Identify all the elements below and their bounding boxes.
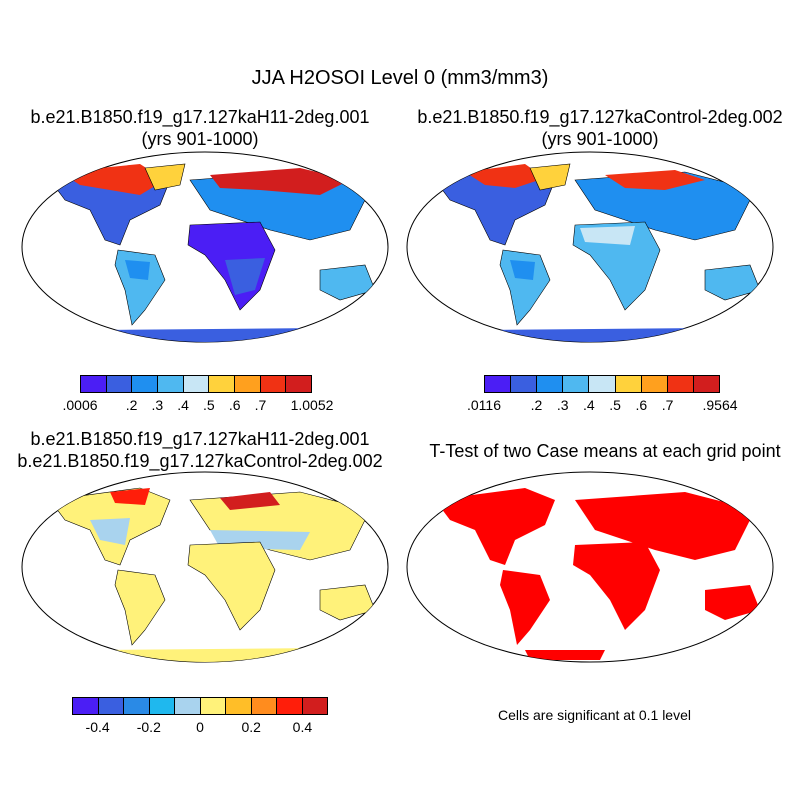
colorbar-swatch xyxy=(132,376,159,392)
colorbar-case2 xyxy=(484,375,720,393)
colorbar-swatch xyxy=(226,698,252,714)
map-panel-case2 xyxy=(406,151,774,343)
colorbar-tick-label: .5 xyxy=(609,397,621,413)
map-panel-case1 xyxy=(21,151,389,343)
panel3-title-line2: b.e21.B1850.f19_g17.127kaControl-2deg.00… xyxy=(17,451,383,471)
colorbar-swatch xyxy=(73,698,99,714)
colorbar-tick-label: .4 xyxy=(177,397,189,413)
colorbar-swatch xyxy=(485,376,512,392)
colorbar-tick-label: .6 xyxy=(228,397,241,413)
colorbar-tick-label: .0006 xyxy=(62,397,98,413)
panel1-title-line2: (yrs 901-1000) xyxy=(141,129,259,149)
colorbar-swatch xyxy=(511,376,538,392)
colorbar-swatch xyxy=(277,698,303,714)
colorbar-tick-label: .9564 xyxy=(702,397,738,413)
colorbar-tick-label: .2 xyxy=(530,397,543,413)
colorbar-tick-label: .3 xyxy=(556,397,569,413)
figure-title: JJA H2OSOI Level 0 (mm3/mm3) xyxy=(251,67,549,89)
colorbar-swatch xyxy=(286,376,312,392)
colorbar-swatch xyxy=(537,376,564,392)
colorbar-swatch xyxy=(563,376,590,392)
colorbar-swatch xyxy=(667,376,694,392)
colorbar-swatch xyxy=(183,376,210,392)
panel1-title-line1: b.e21.B1850.f19_g17.127kaH11-2deg.001 xyxy=(30,107,370,127)
colorbar-swatch xyxy=(98,698,124,714)
colorbar-swatch xyxy=(260,376,287,392)
colorbar-tick-label: 0.4 xyxy=(292,719,313,735)
panel3-title-line1: b.e21.B1850.f19_g17.127kaH11-2deg.001 xyxy=(30,429,370,449)
colorbar-tick-label: .7 xyxy=(254,397,267,413)
colorbar-swatch xyxy=(149,698,175,714)
colorbar-tick-label: 1.0052 xyxy=(290,397,334,413)
colorbar-swatch xyxy=(81,376,107,392)
land-cells xyxy=(435,488,760,660)
significance-note: Cells are significant at 0.1 level xyxy=(498,707,691,723)
colorbar-swatch xyxy=(235,376,261,392)
colorbar-tick-label: .5 xyxy=(203,397,215,413)
land-cells xyxy=(434,163,761,342)
colorbar-swatch xyxy=(209,376,236,392)
colorbar-swatch xyxy=(106,376,133,392)
colorbar-swatch xyxy=(589,376,616,392)
map-panel-difference xyxy=(21,471,389,663)
colorbar-tick-label: -0.4 xyxy=(85,719,110,735)
colorbar-swatch xyxy=(251,698,277,714)
colorbar-difference xyxy=(72,697,328,715)
colorbar-tick-label: .6 xyxy=(635,397,648,413)
colorbar-tick-label: .7 xyxy=(661,397,674,413)
map-panel-ttest xyxy=(406,471,774,663)
colorbar-swatch xyxy=(124,698,150,714)
colorbar-tick-label: .0116 xyxy=(467,397,501,413)
colorbar-swatch xyxy=(693,376,719,392)
panel4-title: T-Test of two Case means at each grid po… xyxy=(429,441,781,461)
colorbar-swatch xyxy=(641,376,668,392)
colorbar-swatch xyxy=(158,376,184,392)
colorbar-tick-label: .2 xyxy=(125,397,138,413)
colorbar-tick-label: -0.2 xyxy=(136,719,161,735)
colorbar-swatch xyxy=(175,698,201,714)
panel2-title-line1: b.e21.B1850.f19_g17.127kaControl-2deg.00… xyxy=(417,107,783,127)
colorbar-swatch xyxy=(615,376,642,392)
colorbar-swatch xyxy=(302,698,327,714)
colorbar-case1 xyxy=(80,375,312,393)
colorbar-tick-label: 0.2 xyxy=(241,719,261,735)
panel2-title-line2: (yrs 901-1000) xyxy=(541,129,659,149)
colorbar-tick-label: .3 xyxy=(151,397,164,413)
colorbar-swatch xyxy=(200,698,226,714)
colorbar-tick-label: .4 xyxy=(583,397,595,413)
colorbar-tick-label: 0 xyxy=(196,719,204,735)
